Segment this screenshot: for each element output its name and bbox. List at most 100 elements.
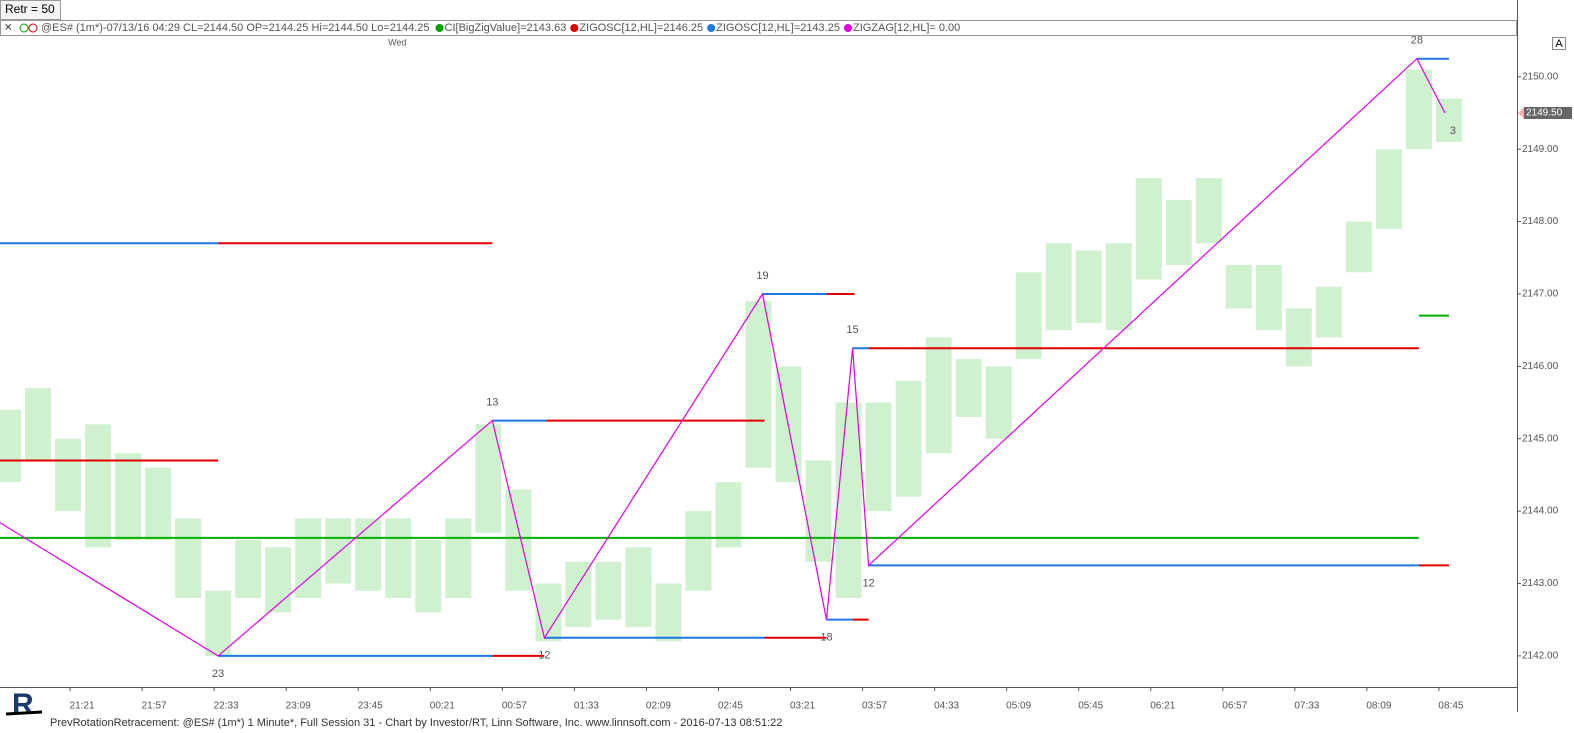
price-bar bbox=[1345, 221, 1372, 273]
x-tick-label: 08:09 bbox=[1366, 701, 1391, 712]
price-bar bbox=[655, 583, 682, 642]
y-tick-label: 2147.00 bbox=[1522, 289, 1559, 300]
pivot-label: 15 bbox=[846, 324, 858, 336]
x-tick-label: 00:57 bbox=[502, 701, 527, 712]
price-bar bbox=[25, 388, 52, 461]
price-bar bbox=[745, 301, 772, 468]
x-tick-label: 21:57 bbox=[142, 701, 167, 712]
x-tick-label: 23:09 bbox=[286, 701, 311, 712]
price-bar bbox=[835, 402, 862, 598]
price-bar bbox=[505, 489, 532, 591]
price-bar bbox=[895, 380, 922, 497]
retr-button[interactable] bbox=[0, 0, 61, 20]
price-bar bbox=[295, 518, 322, 598]
x-tick-label: 23:45 bbox=[358, 701, 383, 712]
price-bar bbox=[415, 540, 442, 613]
price-bar bbox=[985, 366, 1012, 439]
x-tick-label: 02:09 bbox=[646, 701, 671, 712]
indicator-text: ZIGOSC[12,HL]=2143.25 bbox=[716, 22, 840, 34]
price-bar bbox=[1285, 308, 1312, 367]
indicator-dot bbox=[707, 24, 716, 32]
y-tick-label: 2144.00 bbox=[1522, 506, 1559, 517]
indicator-dot bbox=[570, 24, 579, 32]
price-bar bbox=[1105, 243, 1132, 331]
x-tick-label: 03:21 bbox=[790, 701, 815, 712]
y-tick-label: 2142.00 bbox=[1522, 651, 1559, 662]
price-bar bbox=[145, 467, 172, 541]
icon[interactable] bbox=[28, 23, 38, 33]
price-bar bbox=[55, 438, 82, 512]
price-bar bbox=[265, 547, 292, 613]
axis-button-text[interactable]: A bbox=[1555, 38, 1563, 50]
indicator-text: CI[BigZigValue]=2143.63 bbox=[445, 22, 567, 34]
price-bar bbox=[1255, 265, 1282, 331]
axis-button[interactable] bbox=[1552, 37, 1566, 50]
x-tick-label: 05:45 bbox=[1078, 701, 1103, 712]
y-tick-label: 2150.00 bbox=[1522, 71, 1559, 82]
price-bar bbox=[205, 590, 232, 656]
logo: R bbox=[5, 688, 43, 726]
close-icon[interactable]: ✕ bbox=[4, 23, 12, 34]
y-tick-label: 2148.00 bbox=[1522, 216, 1559, 227]
price-bar bbox=[865, 402, 892, 512]
price-bar bbox=[565, 561, 592, 627]
day-label: Wed bbox=[388, 37, 406, 47]
price-bar bbox=[1315, 286, 1342, 338]
price-bar bbox=[235, 540, 262, 598]
footer: PrevRotationRetracement: @ES# (1m*) 1 Mi… bbox=[50, 717, 782, 729]
icon[interactable] bbox=[19, 23, 29, 33]
info-text: @ES# (1m*)-07/13/16 04:29 CL=2144.50 OP=… bbox=[41, 22, 430, 34]
x-tick-label: 00:21 bbox=[430, 701, 455, 712]
price-bar bbox=[1195, 178, 1222, 244]
price-bar bbox=[1165, 199, 1192, 266]
price-bar bbox=[625, 547, 652, 627]
y-tick-label: 2149.00 bbox=[1522, 144, 1559, 155]
x-tick-label: 06:21 bbox=[1150, 701, 1175, 712]
y-tick-label: 2143.00 bbox=[1522, 578, 1559, 589]
x-tick-label: 08:45 bbox=[1438, 701, 1463, 712]
price-bar bbox=[715, 482, 742, 548]
pivot-label: 18 bbox=[820, 632, 832, 644]
price-bar bbox=[1435, 98, 1462, 142]
price-bar bbox=[115, 453, 142, 541]
price-bar bbox=[0, 409, 22, 483]
price-bar bbox=[685, 511, 712, 591]
indicator-dot bbox=[435, 24, 444, 32]
y-tick-label: 2145.00 bbox=[1522, 433, 1559, 444]
price-bar bbox=[175, 518, 202, 598]
price-bar bbox=[1015, 272, 1042, 360]
indicator-text: ZIGZAG[12,HL]= 0.00 bbox=[853, 22, 960, 34]
pivot-label: 12 bbox=[862, 577, 874, 589]
logo-letter: R bbox=[12, 688, 34, 721]
indicator-dot bbox=[843, 24, 852, 32]
x-tick-label: 02:45 bbox=[718, 701, 743, 712]
price-bar bbox=[1375, 149, 1402, 229]
price-bar bbox=[535, 583, 562, 642]
last-price-label: 2149.50 bbox=[1526, 108, 1563, 119]
price-bar bbox=[595, 561, 622, 620]
price-bar bbox=[85, 424, 112, 548]
pivot-label: 13 bbox=[486, 397, 498, 409]
x-tick-label: 06:57 bbox=[1222, 701, 1247, 712]
price-bar bbox=[385, 518, 412, 598]
pivot-label: 19 bbox=[756, 270, 768, 282]
pivot-label: 3 bbox=[1450, 125, 1456, 137]
retr-button-text[interactable]: Retr = 50 bbox=[5, 2, 55, 16]
price-bar bbox=[1225, 265, 1252, 309]
y-tick-label: 2146.00 bbox=[1522, 361, 1559, 372]
info-bar bbox=[0, 20, 1517, 36]
price-bar bbox=[925, 337, 952, 454]
x-tick-label: 03:57 bbox=[862, 701, 887, 712]
price-bar bbox=[355, 518, 382, 591]
pivot-label: 28 bbox=[1411, 35, 1423, 47]
x-tick-label: 05:09 bbox=[1006, 701, 1031, 712]
price-bar bbox=[1135, 178, 1162, 280]
price-bar bbox=[325, 518, 352, 584]
last-price-box bbox=[1524, 107, 1572, 120]
x-tick-label: 22:33 bbox=[214, 701, 239, 712]
zigzag-line bbox=[0, 57, 1446, 657]
price-bar bbox=[1075, 250, 1102, 323]
last-price-arrow bbox=[1518, 107, 1524, 120]
